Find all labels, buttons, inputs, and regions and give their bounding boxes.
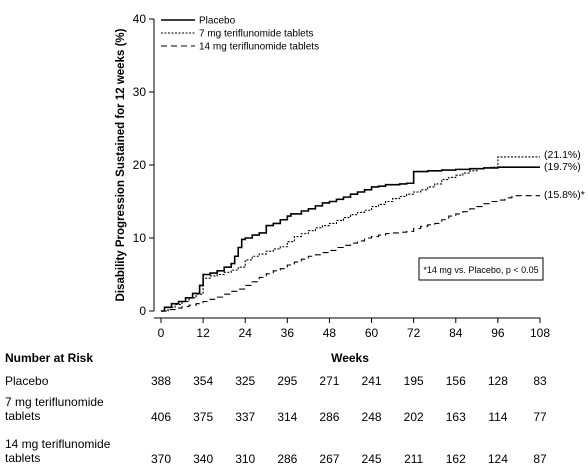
x-tick-label: 96 [491,326,505,340]
x-tick-label: 36 [281,326,295,340]
risk-table-header: Number at Risk [5,351,93,365]
end-value-label: (15.8%)* [544,189,585,201]
end-value-label: (21.1%) [544,149,581,161]
x-ticks: 0 12 24 36 48 60 72 84 96 108 [158,318,550,340]
y-tick-label: 20 [133,158,147,172]
x-tick-label: 60 [365,326,379,340]
risk-table: Number at Risk Weeks Placebo 388 354 325 295… [5,351,547,466]
risk-row-label: tablets [5,409,40,423]
risk-cell: 370 [151,452,171,466]
risk-cell: 87 [533,452,547,466]
x-tick-label: 84 [449,326,463,340]
risk-cell: 286 [319,410,339,424]
risk-cell: 248 [362,410,382,424]
series-line-1 [161,166,540,312]
risk-cell: 325 [235,374,255,388]
x-tick-label: 108 [530,326,550,340]
end-value-label: (19.7%) [544,161,581,173]
risk-cell: 156 [446,374,466,388]
y-tick-label: 0 [139,304,146,318]
risk-cell: 163 [446,410,466,424]
risk-cell: 241 [362,374,382,388]
risk-cell: 314 [277,410,297,424]
y-tick-label: 30 [133,85,147,99]
risk-row-label: tablets [5,451,40,465]
legend-label: 14 mg teriflunomide tablets [199,42,319,53]
risk-cell: 202 [404,410,424,424]
risk-cell: 340 [193,452,213,466]
risk-cell: 310 [235,452,255,466]
series-line-2 [161,156,540,312]
series-line-3 [161,195,540,312]
risk-cell: 337 [235,410,255,424]
y-tick-label: 10 [133,231,147,245]
risk-cell: 245 [362,452,382,466]
risk-cell: 354 [193,374,213,388]
annotation-text: *14 mg vs. Placebo, p < 0.05 [423,265,538,275]
risk-row-label: 14 mg teriflunomide [5,437,111,451]
legend: Placebo 7 mg teriflunomide tablets 14 mg t… [161,16,319,53]
risk-cell: 77 [533,410,547,424]
risk-cell: 128 [488,374,508,388]
legend-label: Placebo [199,16,236,27]
y-ticks: 0 10 20 30 40 [133,12,154,318]
legend-label: 7 mg teriflunomide tablets [199,29,314,40]
risk-row-label: 7 mg teriflunomide [5,395,104,409]
risk-cell: 406 [151,410,171,424]
risk-cell: 211 [404,452,423,466]
series-lines [161,156,540,312]
annotation-box: *14 mg vs. Placebo, p < 0.05 [418,257,544,281]
risk-cell: 114 [488,410,507,424]
risk-cell: 375 [193,410,213,424]
risk-cell: 388 [151,374,171,388]
x-axis-title: Weeks [331,351,369,365]
x-tick-label: 24 [239,326,253,340]
risk-row-label: Placebo [5,374,49,388]
risk-cell: 195 [404,374,424,388]
risk-cell: 124 [488,452,508,466]
risk-cell: 286 [277,452,297,466]
risk-cell: 295 [277,374,297,388]
x-tick-label: 48 [323,326,337,340]
risk-cell: 271 [319,374,339,388]
x-tick-label: 12 [196,326,210,340]
risk-cell: 83 [533,374,547,388]
y-tick-label: 40 [133,12,147,26]
annotation-frame [418,257,544,281]
risk-cell: 162 [446,452,466,466]
risk-cell: 267 [319,452,339,466]
y-axis-title: Disability Progression Sustained for 12 … [115,28,127,301]
x-tick-label: 0 [158,326,165,340]
end-labels: (19.7%)(21.1%) (15.8%)* [544,149,585,201]
x-tick-label: 72 [407,326,421,340]
